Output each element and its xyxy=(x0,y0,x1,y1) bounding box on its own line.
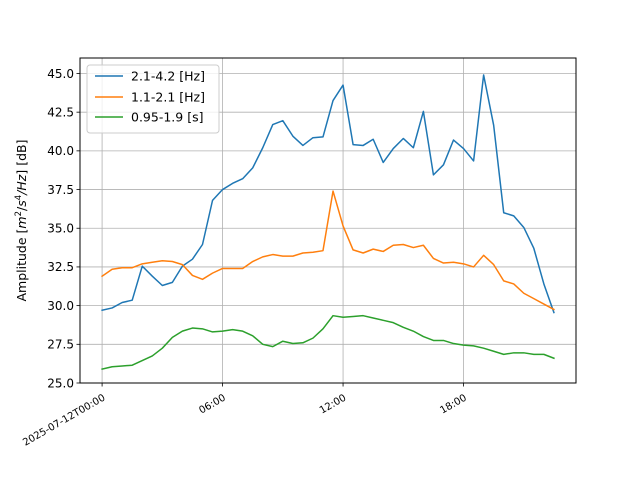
y-tick-label: 37.5 xyxy=(47,183,74,197)
legend-label-2: 1.1-2.1 [Hz] xyxy=(131,90,205,105)
legend-label-3: 0.95-1.9 [s] xyxy=(131,110,203,125)
legend: 2.1-4.2 [Hz] 1.1-2.1 [Hz] 0.95-1.9 [s] xyxy=(86,64,220,134)
legend-entry: 0.95-1.9 [s] xyxy=(95,110,203,125)
series-line-1 xyxy=(101,74,555,314)
y-tick-label: 25.0 xyxy=(47,376,74,390)
x-tick-label: 18:00 xyxy=(438,393,468,417)
series-lines xyxy=(101,74,555,370)
y-axis-label: Amplitude [m2/s4/Hz] [dB] xyxy=(14,140,29,302)
legend-entry: 2.1-4.2 [Hz] xyxy=(95,69,205,84)
y-tick-label: 27.5 xyxy=(47,338,74,352)
y-tick-label: 42.5 xyxy=(47,105,74,119)
y-tick-label: 40.0 xyxy=(47,144,74,158)
x-tick-label: 06:00 xyxy=(197,393,227,417)
legend-label-1: 2.1-4.2 [Hz] xyxy=(131,69,205,84)
x-tick-label: 2025-07-12T00:00 xyxy=(21,393,107,449)
x-tick-label: 12:00 xyxy=(318,393,348,417)
x-axis: 2025-07-12T00:00 06:00 12:00 18:00 xyxy=(21,383,469,449)
series-line-2 xyxy=(101,190,555,311)
y-tick-label: 45.0 xyxy=(47,67,74,81)
grid xyxy=(80,58,576,384)
legend-entry: 1.1-2.1 [Hz] xyxy=(95,90,205,105)
series-line-3 xyxy=(101,314,555,370)
y-tick-label: 35.0 xyxy=(47,222,74,236)
plot-area-frame xyxy=(79,57,577,384)
legend-box xyxy=(86,64,220,134)
y-tick-label: 32.5 xyxy=(47,260,74,274)
y-axis: 25.0 27.5 30.0 32.5 35.0 37.5 40.0 42.5 45.0 xyxy=(47,67,80,390)
y-tick-label: 30.0 xyxy=(47,299,74,313)
